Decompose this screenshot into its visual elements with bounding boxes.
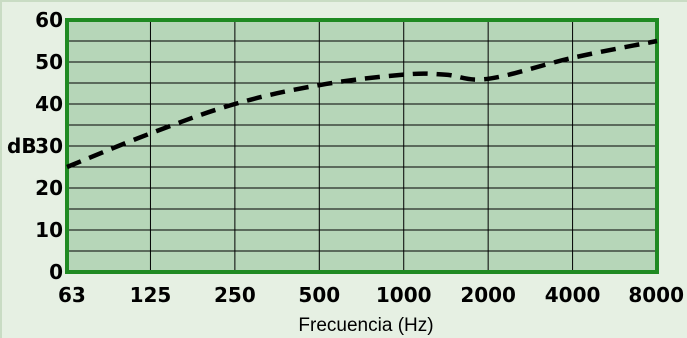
x-tick-label: 500: [298, 283, 340, 307]
y-tick-label: 10: [35, 218, 63, 242]
grid-vertical: [149, 20, 574, 272]
x-axis-label: Frecuencia (Hz): [298, 315, 433, 336]
y-tick-label: 0: [49, 260, 63, 284]
y-tick-label: 30: [35, 134, 63, 158]
x-tick-label: 4000: [545, 283, 601, 307]
x-tick-label: 2000: [460, 283, 516, 307]
y-tick-label: 60: [35, 8, 63, 32]
y-tick-label: 20: [35, 176, 63, 200]
figure-edge-left: [0, 0, 2, 338]
x-tick-labels: 63 125 250 500 1000 2000 4000 8000: [58, 283, 684, 307]
x-tick-label: 63: [58, 283, 86, 307]
x-tick-label: 250: [214, 283, 256, 307]
y-axis-label: dB: [7, 134, 37, 158]
y-tick-label: 50: [35, 50, 63, 74]
y-tick-labels: 0 10 20 30 40 50 60: [35, 8, 63, 284]
y-tick-label: 40: [35, 92, 63, 116]
plot-frame: [65, 18, 659, 274]
series-line: [66, 38, 658, 170]
x-tick-label: 1000: [376, 283, 432, 307]
x-tick-label: 125: [130, 283, 172, 307]
series-group: [66, 38, 658, 170]
figure-edge-top: [0, 0, 687, 2]
x-tick-label: 8000: [628, 283, 684, 307]
